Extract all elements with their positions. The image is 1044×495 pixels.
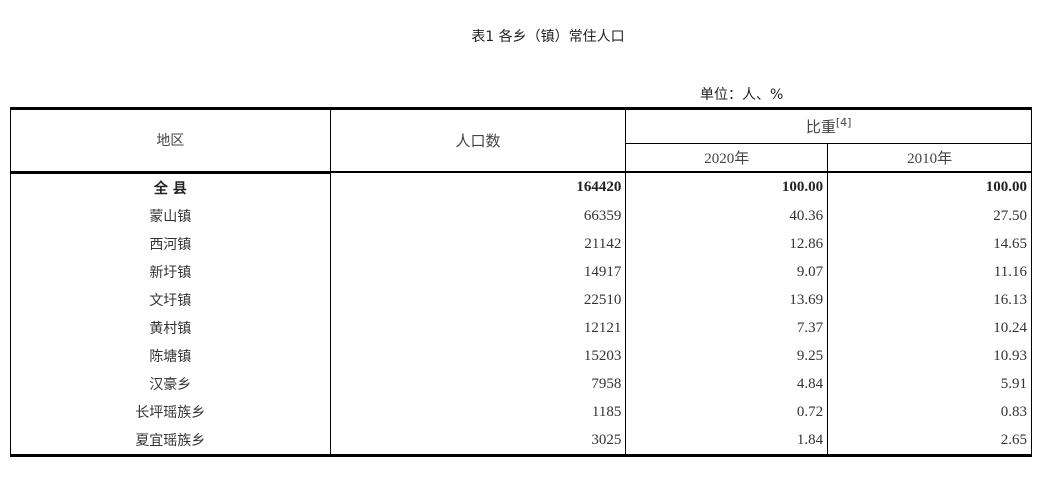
share-2010-cell: 16.13	[827, 286, 1032, 314]
share-2020-cell: 13.69	[625, 286, 829, 314]
population-cell: 12121	[329, 314, 627, 342]
share-2020-cell: 100.00	[625, 172, 829, 202]
share-2010-cell: 2.65	[827, 426, 1032, 456]
table-row: 蒙山镇 66359 40.36 27.50	[10, 202, 1032, 230]
table-row: 新圩镇 14917 9.07 11.16	[10, 258, 1032, 286]
table-row: 夏宜瑶族乡 3025 1.84 2.65	[10, 426, 1032, 456]
share-2020-cell: 7.37	[625, 314, 829, 342]
population-cell: 66359	[329, 202, 627, 230]
population-table: 地区 人口数 比重[4] 2020年 2010年 全 县 164420 100.00…	[10, 107, 1032, 457]
share-2010-cell: 100.00	[827, 172, 1032, 202]
region-cell: 黄村镇	[10, 314, 331, 342]
region-cell: 文圩镇	[10, 286, 331, 314]
table-row: 黄村镇 12121 7.37 10.24	[10, 314, 1032, 342]
share-2020-cell: 4.84	[625, 370, 829, 398]
table-row: 汉豪乡 7958 4.84 5.91	[10, 370, 1032, 398]
share-2020-cell: 12.86	[625, 230, 829, 258]
region-cell: 长坪瑶族乡	[10, 398, 331, 426]
share-2020-cell: 9.25	[625, 342, 829, 370]
header-2010: 2010年	[827, 143, 1032, 173]
population-cell: 22510	[329, 286, 627, 314]
footnote-ref[interactable]: [4]	[835, 116, 852, 129]
population-cell: 7958	[329, 370, 627, 398]
population-cell: 164420	[329, 172, 627, 202]
population-cell: 3025	[329, 426, 627, 456]
table-row: 长坪瑶族乡 1185 0.72 0.83	[10, 398, 1032, 426]
region-cell: 西河镇	[10, 230, 331, 258]
table-row: 陈塘镇 15203 9.25 10.93	[10, 342, 1032, 370]
header-region: 地区	[10, 108, 331, 174]
region-cell: 陈塘镇	[10, 342, 331, 370]
share-2010-cell: 0.83	[827, 398, 1032, 426]
share-2020-cell: 1.84	[625, 426, 829, 456]
unit-label: 单位：人、%	[700, 87, 784, 103]
header-2020: 2020年	[625, 143, 829, 173]
table-row: 全 县 164420 100.00 100.00	[10, 172, 1032, 202]
region-cell: 夏宜瑶族乡	[10, 426, 331, 456]
share-2010-cell: 11.16	[827, 258, 1032, 286]
population-cell: 21142	[329, 230, 627, 258]
header-population: 人口数	[329, 108, 627, 173]
population-cell: 14917	[329, 258, 627, 286]
header-share: 比重[4]	[625, 108, 1032, 144]
share-2010-cell: 14.65	[827, 230, 1032, 258]
population-cell: 1185	[329, 398, 627, 426]
share-2010-cell: 5.91	[827, 370, 1032, 398]
population-cell: 15203	[329, 342, 627, 370]
share-2010-cell: 10.93	[827, 342, 1032, 370]
region-cell: 蒙山镇	[10, 202, 331, 230]
table-title: 表1 各乡（镇）常住人口	[471, 29, 625, 45]
table-row: 西河镇 21142 12.86 14.65	[10, 230, 1032, 258]
region-cell: 全 县	[10, 172, 331, 202]
share-2010-cell: 27.50	[827, 202, 1032, 230]
share-label: 比重	[805, 118, 836, 136]
share-2010-cell: 10.24	[827, 314, 1032, 342]
share-2020-cell: 9.07	[625, 258, 829, 286]
region-cell: 汉豪乡	[10, 370, 331, 398]
share-2020-cell: 0.72	[625, 398, 829, 426]
table-row: 文圩镇 22510 13.69 16.13	[10, 286, 1032, 314]
share-2020-cell: 40.36	[625, 202, 829, 230]
region-cell: 新圩镇	[10, 258, 331, 286]
